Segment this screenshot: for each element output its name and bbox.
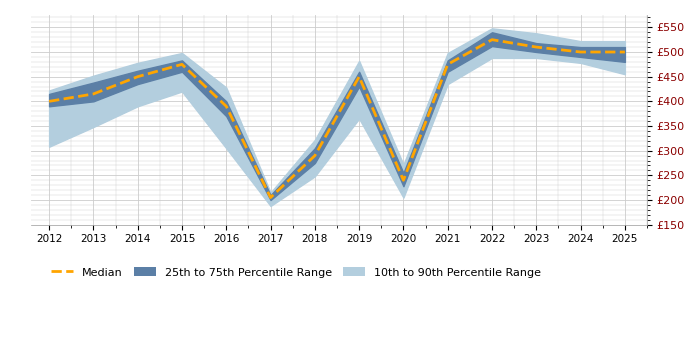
Legend: Median, 25th to 75th Percentile Range, 10th to 90th Percentile Range: Median, 25th to 75th Percentile Range, 1… — [46, 263, 546, 282]
